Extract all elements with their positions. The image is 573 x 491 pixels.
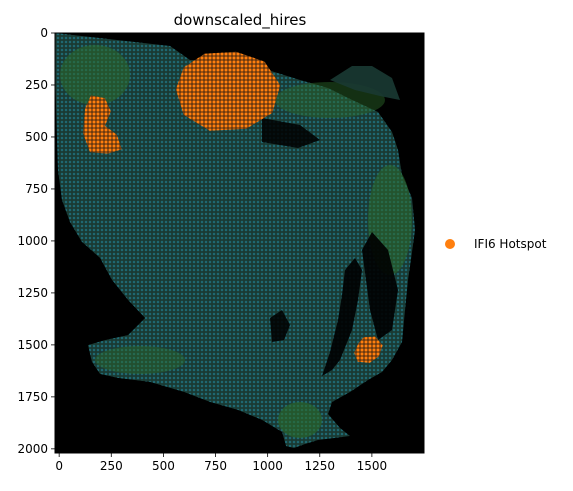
y-axis: 0 250 500 750 1000 1250 1500 1750 2000 [17, 26, 55, 456]
y-tick-label: 2000 [17, 442, 48, 456]
x-tick-label: 500 [152, 459, 175, 473]
green-patch-top [60, 45, 130, 105]
gap-dark-1 [262, 118, 320, 148]
gap-dark-7 [330, 66, 400, 100]
x-tick-label: 250 [100, 459, 123, 473]
plot-area [55, 33, 424, 453]
y-tick-label: 0 [40, 26, 48, 40]
x-tick-label: 1000 [252, 459, 283, 473]
hotspot-region [175, 51, 281, 131]
tissue-spots [55, 33, 415, 448]
gap-dark-6 [322, 258, 362, 376]
y-tick-label: 500 [25, 130, 48, 144]
y-tick-label: 1250 [17, 286, 48, 300]
hotspot-region [354, 336, 383, 363]
hotspot-region [83, 95, 122, 154]
green-patch-right-top [275, 82, 385, 118]
x-tick-label: 1250 [304, 459, 335, 473]
y-tick-label: 1000 [17, 234, 48, 248]
legend-label-ifi6-hotspot: IFI6 Hotspot [474, 237, 547, 251]
y-tick-label: 1750 [17, 390, 48, 404]
legend-marker-ifi6-hotspot [445, 239, 455, 249]
green-patch-bottom [278, 402, 322, 438]
gap-dark-3 [270, 310, 290, 342]
hotspot-series [83, 51, 383, 363]
y-tick-label: 1500 [17, 338, 48, 352]
y-tick-label: 750 [25, 182, 48, 196]
plot-frame [54, 32, 425, 454]
x-tick-label: 1500 [357, 459, 388, 473]
gap-dark-4 [55, 242, 145, 345]
x-axis: 0 250 500 750 1000 1250 1500 [55, 453, 387, 473]
y-tick-label: 250 [25, 78, 48, 92]
green-patch-bottom-left [95, 346, 185, 374]
x-tick-label: 750 [204, 459, 227, 473]
gap-dark-5 [55, 362, 286, 453]
chart-title: downscaled_hires [174, 11, 307, 30]
x-tick-label: 0 [55, 459, 63, 473]
legend: IFI6 Hotspot [445, 237, 547, 251]
gap-dark-2 [362, 232, 398, 340]
